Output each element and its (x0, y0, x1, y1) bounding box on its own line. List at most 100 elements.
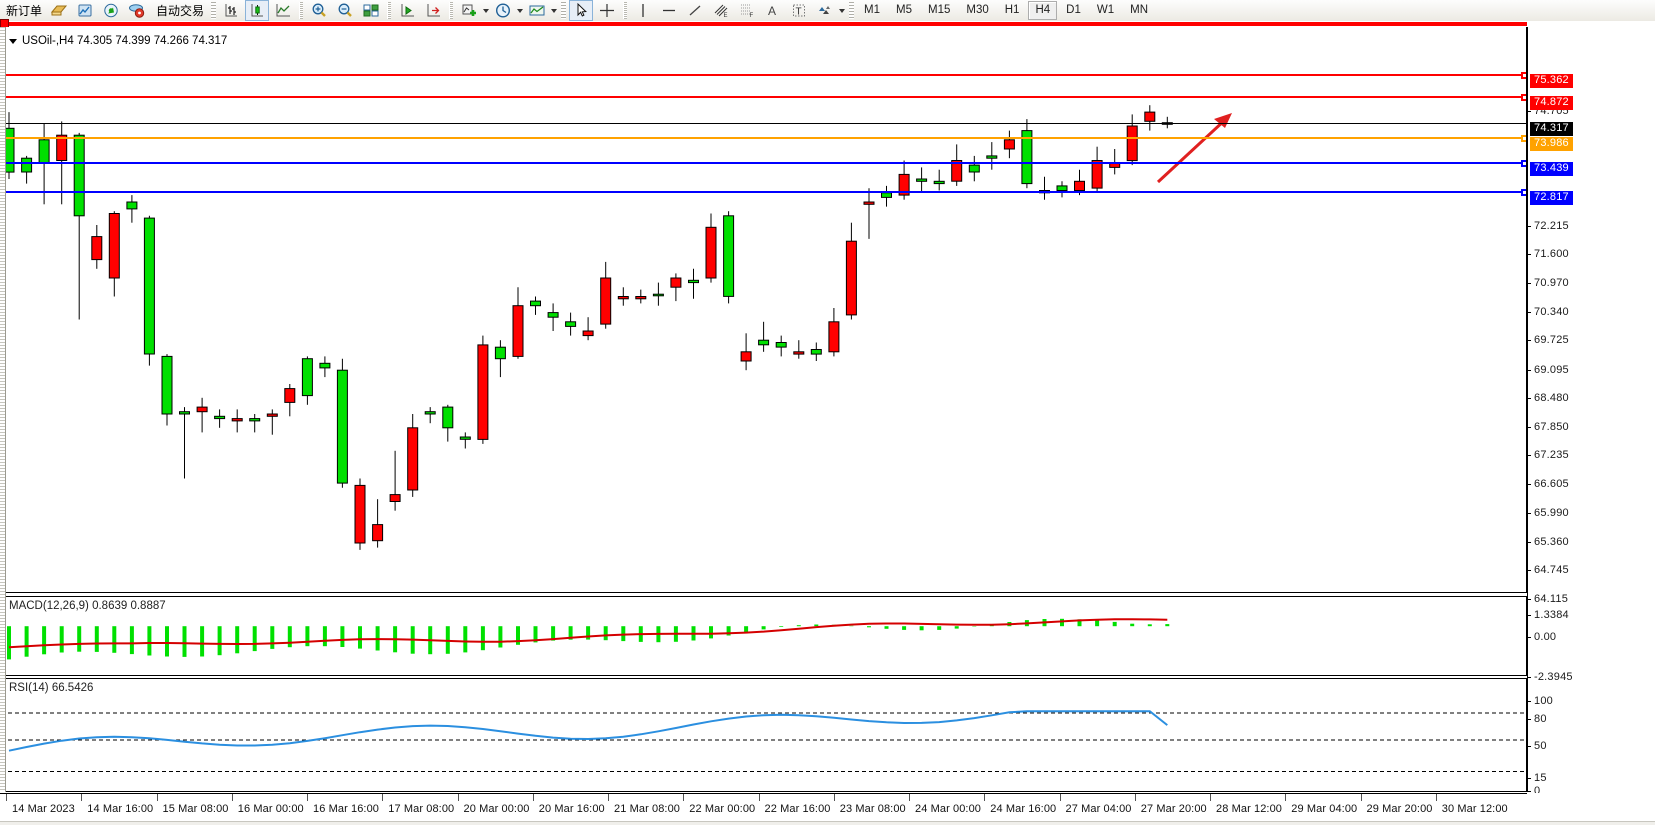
price-level-handle[interactable] (1521, 135, 1526, 143)
navigator-icon[interactable] (99, 1, 123, 20)
timeframe-h4[interactable]: H4 (1028, 1, 1058, 20)
text-icon[interactable]: A (761, 1, 785, 20)
bar-chart-icon[interactable] (219, 1, 243, 20)
time-axis[interactable]: 14 Mar 2023 14 Mar 16:00 15 Mar 08:00 16 Ma… (0, 793, 1527, 825)
new-order-button[interactable]: 新订单 (1, 1, 45, 20)
cursor-icon[interactable] (569, 0, 594, 21)
toolbar-grip[interactable] (211, 2, 217, 19)
price-pane[interactable]: USOil-,H4 74.305 74.399 74.266 74.317 (0, 27, 1527, 593)
tile-windows-icon[interactable] (359, 1, 383, 20)
pane-left-grip[interactable] (0, 27, 6, 792)
text-label-icon[interactable]: T (787, 1, 811, 20)
price-level-line-resistance[interactable] (1, 96, 1526, 99)
toolbar-separator (623, 2, 628, 19)
time-separator (231, 794, 233, 801)
chart-window: USOil-,H4 74.305 74.399 74.266 74.317 MA… (0, 19, 1655, 825)
last-price-line (1, 122, 1526, 124)
time-separator (307, 794, 308, 801)
auto-trading-button[interactable]: 自动交易 (151, 1, 207, 20)
shapes-icon[interactable] (813, 1, 837, 20)
toolbar-grip[interactable] (561, 2, 567, 19)
timeframe-mn[interactable]: MN (1130, 4, 1148, 16)
rsi-label: RSI(14) 66.5426 (9, 682, 94, 694)
axis-corner (1527, 793, 1655, 824)
price-level-handle[interactable] (1521, 160, 1526, 168)
time-separator (683, 794, 685, 801)
profile-icon[interactable] (47, 1, 71, 20)
fibonacci-icon[interactable]: F (735, 1, 759, 20)
price-level-line-resistance[interactable] (1, 73, 1526, 76)
rsi-tick-label: 0 (1534, 785, 1541, 797)
price-tick (1527, 369, 1531, 371)
auto-scroll-icon[interactable] (421, 1, 445, 20)
price-tick (1527, 225, 1531, 227)
price-tick (1527, 455, 1531, 457)
chart-shift-icon[interactable] (395, 1, 419, 20)
market-watch-icon[interactable] (73, 1, 97, 20)
main-toolbar: 新订单 自动交易 (0, 0, 1655, 22)
time-tick-label: 22 Mar 16:00 (764, 803, 831, 815)
equidistant-channel-icon[interactable]: E (709, 1, 733, 20)
price-level-label-support[interactable]: 73.439 (1530, 162, 1573, 177)
time-tick-label: 27 Mar 04:00 (1065, 803, 1132, 815)
time-tick-label: 24 Mar 16:00 (990, 803, 1057, 815)
timeframe-m5[interactable]: M5 (896, 4, 912, 16)
price-level-label-support[interactable]: 72.817 (1530, 191, 1573, 205)
timeframe-group: M1 M5 M15 M30 H1 H4 D1 W1 MN (856, 1, 1156, 20)
rsi-tick (1527, 719, 1531, 720)
price-tick-label: 70.340 (1534, 306, 1569, 319)
period-dropdown-arrow[interactable] (516, 2, 524, 19)
macd-pane[interactable]: MACD(12,26,9) 0.8639 0.8887 (0, 596, 1527, 676)
rsi-tick (1527, 701, 1531, 702)
trendline-icon[interactable] (683, 1, 707, 20)
collapse-triangle-icon[interactable] (9, 38, 17, 44)
timeframe-d1[interactable]: D1 (1066, 4, 1081, 16)
crosshair-icon[interactable] (595, 1, 619, 20)
indicators-icon[interactable] (457, 1, 481, 20)
time-tick-label: 23 Mar 08:00 (839, 803, 906, 815)
price-level-handle[interactable] (1521, 189, 1526, 196)
auto-trading-icon[interactable] (125, 1, 149, 20)
timeframe-w1[interactable]: W1 (1096, 4, 1115, 16)
shapes-dropdown-arrow[interactable] (838, 2, 846, 19)
timeframe-m30[interactable]: M30 (966, 4, 989, 16)
time-tick-label: 20 Mar 00:00 (463, 803, 530, 815)
price-level-label-last-price[interactable]: 74.317 (1530, 121, 1573, 136)
templates-icon[interactable] (525, 1, 549, 20)
time-separator (758, 794, 760, 801)
price-level-line-support[interactable] (1, 191, 1526, 193)
zoom-out-icon[interactable] (333, 1, 357, 20)
toolbar-separator (299, 2, 304, 19)
period-icon[interactable] (491, 1, 515, 20)
time-tick-label: 15 Mar 08:00 (162, 803, 229, 815)
timeframe-m15[interactable]: M15 (928, 4, 951, 16)
time-separator (984, 794, 986, 801)
timeframe-m1[interactable]: M1 (864, 4, 881, 16)
rsi-pane[interactable]: RSI(14) 66.5426 (0, 678, 1527, 792)
price-tick-label: 69.095 (1534, 363, 1569, 376)
templates-dropdown-arrow[interactable] (550, 2, 558, 19)
price-level-label-resistance[interactable]: 75.362 (1530, 73, 1573, 88)
time-tick-label: 17 Mar 08:00 (388, 803, 455, 815)
rsi-tick-label: 50 (1534, 740, 1547, 752)
horizontal-line-icon[interactable] (657, 1, 681, 20)
price-level-handle[interactable] (1521, 94, 1526, 102)
price-tick-label: 64.745 (1534, 563, 1569, 576)
line-chart-icon[interactable] (271, 1, 295, 20)
selection-frame (0, 19, 1527, 28)
price-level-label-resistance[interactable]: 74.872 (1530, 96, 1573, 111)
macd-tick-label: -2.3945 (1534, 671, 1573, 683)
price-level-line-support[interactable] (1, 162, 1526, 165)
macd-tick-label: 1.3384 (1534, 609, 1569, 621)
timeframe-h1[interactable]: H1 (1004, 4, 1020, 16)
toolbar-grip[interactable] (849, 2, 855, 19)
zoom-in-icon[interactable] (307, 1, 331, 20)
indicators-dropdown-arrow[interactable] (482, 2, 490, 19)
price-level-label-pivot[interactable]: 73.986 (1530, 137, 1573, 152)
price-axis[interactable]: 74.705 72.215 71.600 70.970 70.340 69.725 69.0… (1527, 27, 1655, 797)
price-level-line-pivot[interactable] (1, 137, 1526, 140)
vertical-line-icon[interactable] (631, 1, 655, 20)
time-tick-label: 14 Mar 2023 (12, 803, 75, 815)
price-level-handle[interactable] (1521, 71, 1526, 79)
candlestick-chart-icon[interactable] (245, 0, 270, 21)
